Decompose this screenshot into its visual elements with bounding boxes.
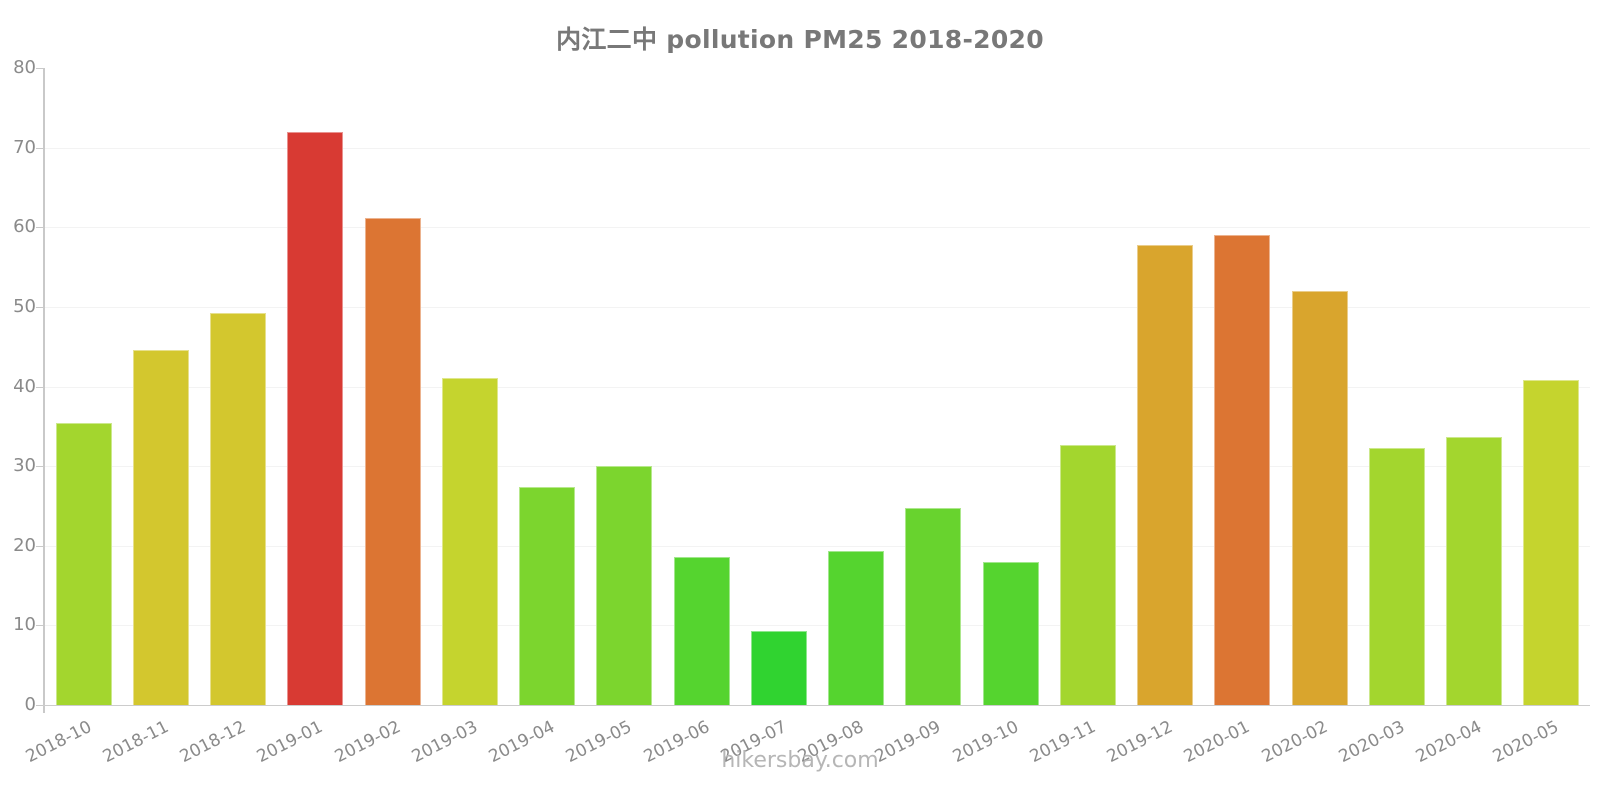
y-tick-label-40: 40 <box>13 375 36 397</box>
gridline-60 <box>45 227 1590 229</box>
gridline-10 <box>45 625 1590 627</box>
y-tick-0 <box>36 705 43 706</box>
bar-2019-02[interactable] <box>364 217 421 705</box>
y-tick-label-80: 80 <box>13 57 36 78</box>
bar-2019-04[interactable] <box>519 486 576 705</box>
bar-2019-11[interactable] <box>1059 444 1116 705</box>
y-tick-70 <box>36 147 43 149</box>
y-tick-10 <box>36 625 43 627</box>
bar-2019-07[interactable] <box>750 630 807 705</box>
watermark: hikersbay.com <box>721 748 879 773</box>
bar-2019-08[interactable] <box>828 550 885 705</box>
bar-2018-11[interactable] <box>132 349 189 705</box>
y-axis-line <box>43 68 45 713</box>
bar-2019-05[interactable] <box>596 466 653 705</box>
bar-2020-01[interactable] <box>1214 235 1271 705</box>
y-tick-label-0: 0 <box>24 694 36 715</box>
gridline-50 <box>45 306 1590 308</box>
bar-2019-09[interactable] <box>905 507 962 705</box>
bar-2019-12[interactable] <box>1137 244 1194 705</box>
y-tick-80 <box>36 68 43 69</box>
chart-title: 内江二中 pollution PM25 2018-2020 <box>556 25 1044 54</box>
bar-2020-02[interactable] <box>1291 290 1348 705</box>
x-axis-line <box>36 705 1590 706</box>
gridline-40 <box>45 386 1590 388</box>
bar-2019-03[interactable] <box>441 377 498 705</box>
y-tick-label-30: 30 <box>13 455 36 477</box>
bar-2020-05[interactable] <box>1523 380 1580 705</box>
y-tick-40 <box>36 386 43 388</box>
y-tick-label-60: 60 <box>13 216 36 238</box>
bar-2020-03[interactable] <box>1368 447 1425 705</box>
gridline-70 <box>45 147 1590 149</box>
bar-2018-12[interactable] <box>210 313 267 705</box>
bar-2019-10[interactable] <box>982 561 1039 705</box>
plot-area: 0 10 20 30 40 50 60 70 80 2018-10 2018-11 2018-12 20… <box>13 58 1590 767</box>
bar-2019-01[interactable] <box>287 131 344 705</box>
y-tick-label-10: 10 <box>13 614 36 636</box>
bar-2019-06[interactable] <box>673 556 730 705</box>
bar-2018-10[interactable] <box>55 423 112 705</box>
gridline-30 <box>45 466 1590 468</box>
y-tick-30 <box>36 466 43 468</box>
y-tick-label-50: 50 <box>13 295 36 317</box>
y-tick-20 <box>36 545 43 547</box>
y-tick-60 <box>36 227 43 229</box>
gridline-20 <box>45 545 1590 547</box>
y-tick-50 <box>36 306 43 308</box>
bar-2020-04[interactable] <box>1446 436 1503 705</box>
y-tick-label-70: 70 <box>13 136 36 158</box>
y-tick-label-20: 20 <box>13 534 36 556</box>
